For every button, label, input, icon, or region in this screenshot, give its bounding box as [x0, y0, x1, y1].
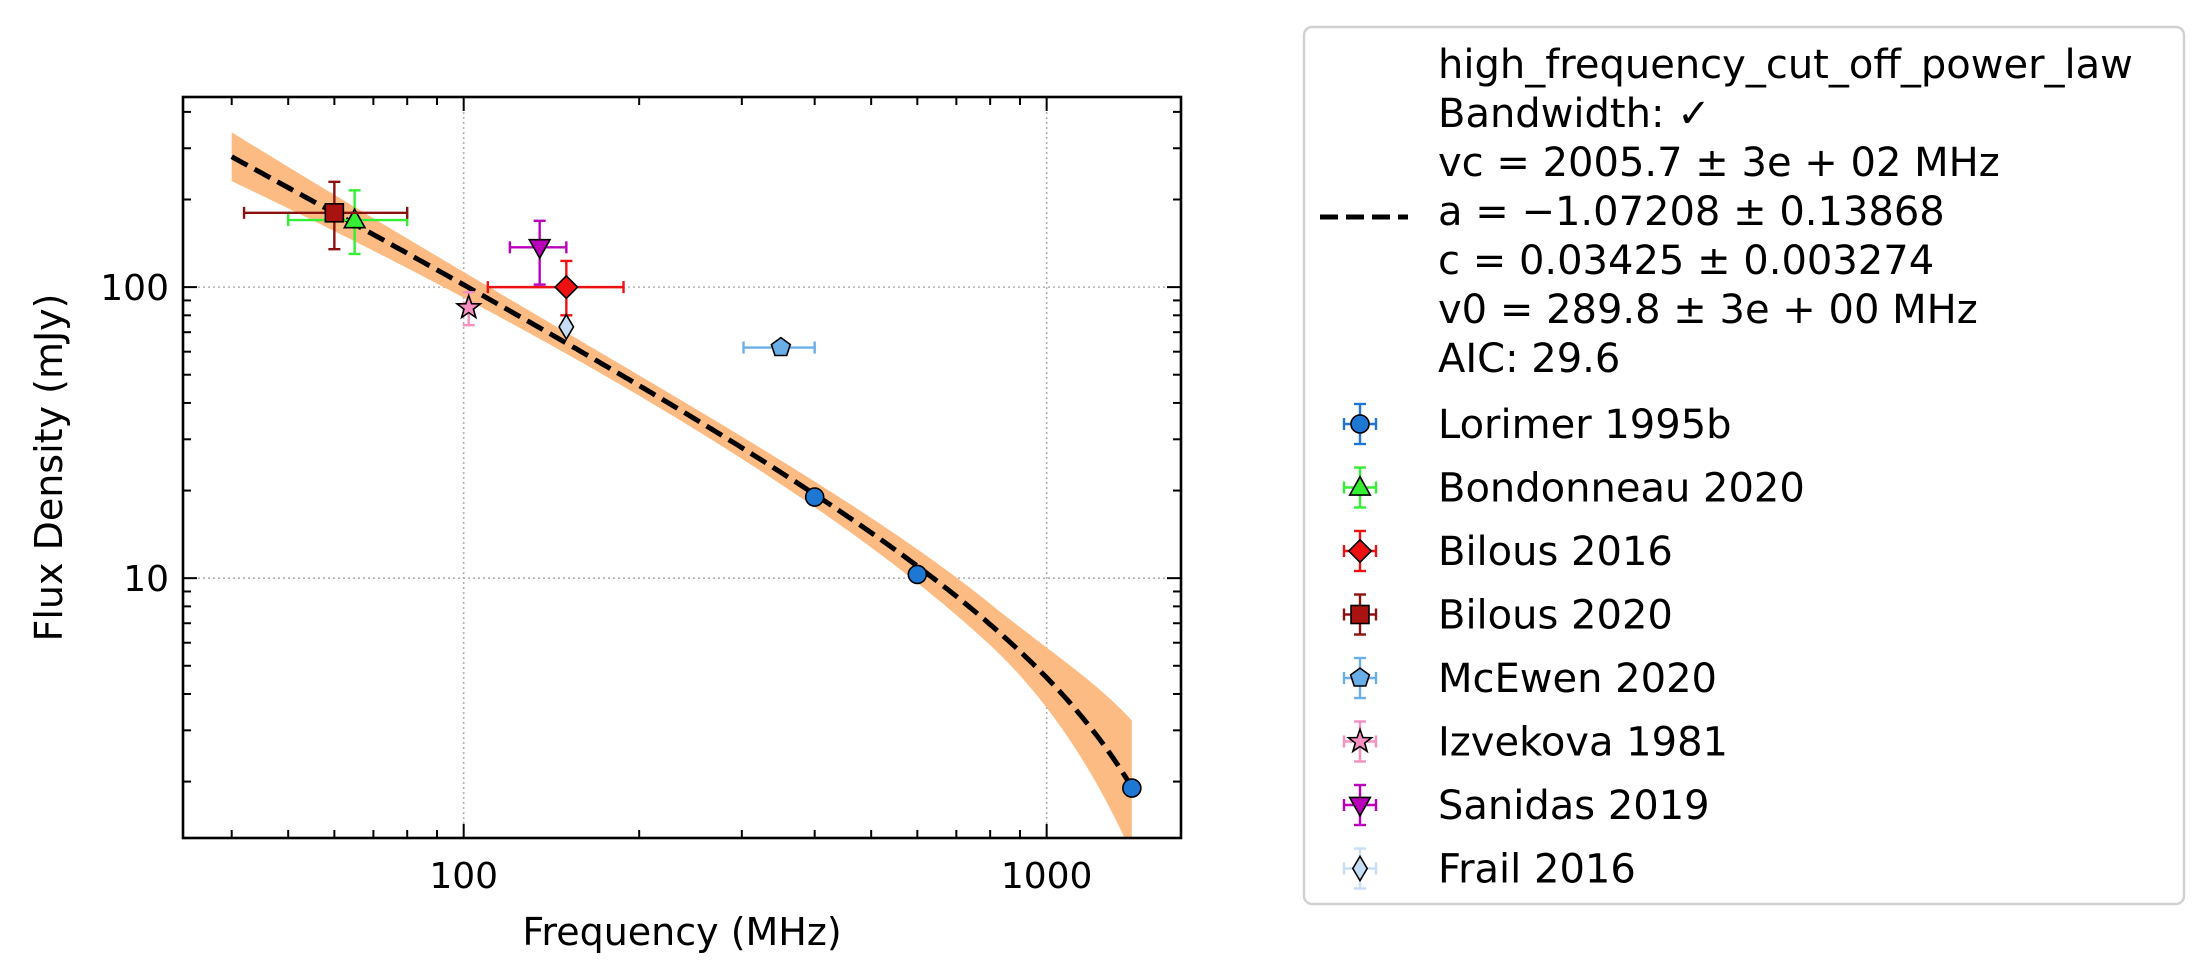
legend-marker — [1350, 414, 1370, 434]
legend-label: Bondonneau 2020 — [1438, 466, 1805, 512]
data-point — [558, 313, 575, 341]
series-6 — [508, 219, 568, 286]
data-point — [770, 336, 792, 357]
legend-frame — [1302, 25, 2186, 906]
y-tick-label: 100 — [100, 268, 169, 309]
series-2 — [486, 259, 625, 317]
series-0 — [804, 487, 1142, 798]
legend-label: Sanidas 2019 — [1438, 783, 1710, 829]
legend-marker — [1346, 727, 1374, 754]
x-tick-label: 1000 — [1001, 856, 1093, 897]
legend-entry-6: Sanidas 2019 — [1342, 783, 1710, 829]
series-7 — [558, 313, 575, 341]
legend-fit-line-5: v0 = 289.8 ± 3e + 00 MHz — [1438, 287, 1978, 333]
series-1 — [286, 189, 409, 256]
legend-entry-1: Bondonneau 2020 — [1342, 466, 1805, 512]
legend-label: Lorimer 1995b — [1438, 402, 1732, 448]
data-point — [553, 274, 579, 300]
data-point — [324, 203, 345, 223]
legend-label: McEwen 2020 — [1438, 656, 1717, 702]
x-axis-label: Frequency (MHz) — [522, 910, 841, 954]
legend: high_frequency_cut_off_power_lawBandwidt… — [1302, 25, 2186, 906]
data-point — [1122, 778, 1142, 798]
legend-marker — [1347, 538, 1373, 564]
fit-uncertainty-band — [231, 132, 1132, 838]
legend-label: Izvekova 1981 — [1438, 720, 1728, 766]
data-point — [527, 238, 552, 260]
data-point — [342, 207, 367, 229]
legend-label: Bilous 2020 — [1438, 593, 1673, 639]
legend-entry-0: Lorimer 1995b — [1342, 402, 1732, 448]
legend-marker — [1348, 796, 1372, 818]
data-point — [907, 564, 928, 585]
legend-entry-2: Bilous 2016 — [1342, 529, 1673, 575]
legend-fit-line-6: AIC: 29.6 — [1438, 336, 1620, 382]
data-point — [804, 487, 825, 507]
x-tick-label: 100 — [429, 856, 498, 897]
y-tick-label: 10 — [123, 559, 169, 600]
plot-frame — [181, 95, 1183, 840]
legend-entry-4: McEwen 2020 — [1342, 656, 1717, 702]
legend-marker — [1349, 667, 1371, 687]
legend-fit-line-4: c = 0.03425 ± 0.003274 — [1438, 238, 1934, 284]
legend-fit-line-3: a = −1.07208 ± 0.13868 — [1438, 189, 1945, 235]
plot-area: 100 1000 10 100 Frequency (MHz) Flux Density … — [27, 95, 1183, 954]
legend-fit-line-1: Bandwidth: ✓ — [1438, 91, 1711, 137]
legend-fit-line-2: vc = 2005.7 ± 3e + 02 MHz — [1438, 140, 2000, 186]
legend-entry-7: Frail 2016 — [1342, 847, 1636, 893]
series-4 — [742, 336, 816, 357]
y-axis-label: Flux Density (mJy) — [27, 294, 71, 642]
legend-label: Frail 2016 — [1438, 847, 1636, 893]
data-point — [454, 293, 483, 320]
fit-line — [230, 154, 1134, 789]
series-3 — [242, 180, 409, 251]
legend-entry-5: Izvekova 1981 — [1342, 720, 1728, 766]
legend-marker — [1350, 604, 1370, 625]
series-5 — [454, 291, 483, 327]
legend-entry-3: Bilous 2020 — [1342, 593, 1673, 639]
legend-marker — [1348, 475, 1372, 496]
legend-marker — [1351, 854, 1369, 883]
legend-label: Bilous 2016 — [1438, 529, 1673, 575]
legend-fit-line-0: high_frequency_cut_off_power_law — [1438, 42, 2133, 88]
